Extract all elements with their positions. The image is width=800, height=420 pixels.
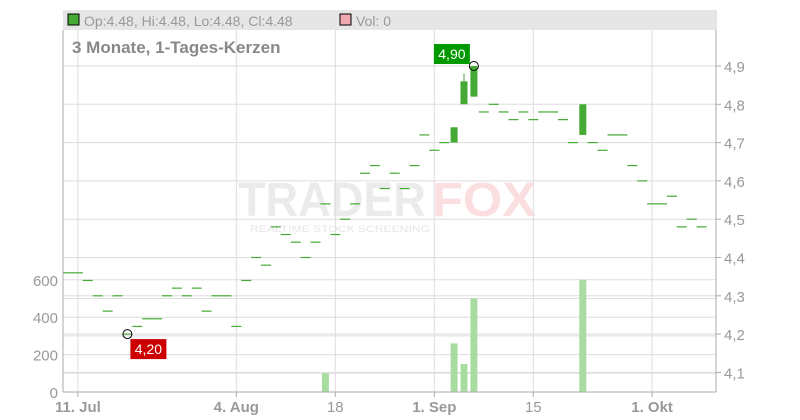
watermark-brand-fox: FOX [432,174,536,227]
candles [63,66,707,335]
volume-tick-label: 0 [50,385,58,402]
volume-bar [579,279,587,392]
date-tick-label: 11. Jul [55,399,101,416]
grid [63,30,716,392]
price-tick-label: 4,4 [724,251,745,268]
ohlc-legend-swatch [67,13,80,26]
candle [450,127,458,143]
watermark-tagline: REALTIME STOCK SCREENING [250,224,430,234]
volume-bars [321,279,587,392]
price-tick-label: 4,7 [724,136,745,153]
volume-tick-label: 400 [33,310,58,327]
volume-bar [470,298,478,392]
traderfox-watermark: TRADER FOX REALTIME STOCK SCREENING [238,174,536,234]
low-marker [122,329,133,340]
volume-tick-label: 600 [33,273,58,290]
candle [470,66,478,97]
watermark-brand-trader: TRADER [238,174,426,227]
volume-bar [460,363,468,392]
price-tick-label: 4,5 [724,212,745,229]
annotations: 4,90 4,20 [122,44,479,360]
volume-legend-swatch [339,13,352,26]
legend-bar [63,10,717,30]
volume-tick-label: 200 [33,348,58,365]
price-tick-label: 4,6 [724,174,745,191]
date-tick-label: 4. Aug [214,399,259,416]
date-tick-label: 1. Sep [412,399,456,416]
chart-title: 3 Monate, 1-Tages-Kerzen [72,38,280,57]
price-tick-label: 4,3 [724,289,745,306]
date-tick-label: 18 [327,399,344,416]
volume-bar [321,373,329,392]
price-tick-label: 4,8 [724,97,745,114]
volume-legend: Vol: 0 [356,13,391,29]
low-label-box [130,339,167,360]
candle [460,81,468,105]
ohlc-legend: Op:4.48, Hi:4.48, Lo:4.48, Cl:4.48 [84,13,293,29]
high-marker [468,61,479,71]
price-tick-label: 4,9 [724,59,745,76]
high-label-box [433,44,470,64]
candle [579,104,587,135]
axes: 4,14,24,34,44,54,64,74,84,9020040060011.… [33,30,745,416]
date-tick-label: 15 [525,399,542,416]
volume-bar [450,343,458,392]
price-tick-label: 4,1 [724,365,745,382]
date-tick-label: 1. Okt [631,399,673,416]
price-tick-label: 4,2 [724,327,745,344]
high-label: 4,90 [438,46,465,62]
low-label: 4,20 [135,341,162,357]
